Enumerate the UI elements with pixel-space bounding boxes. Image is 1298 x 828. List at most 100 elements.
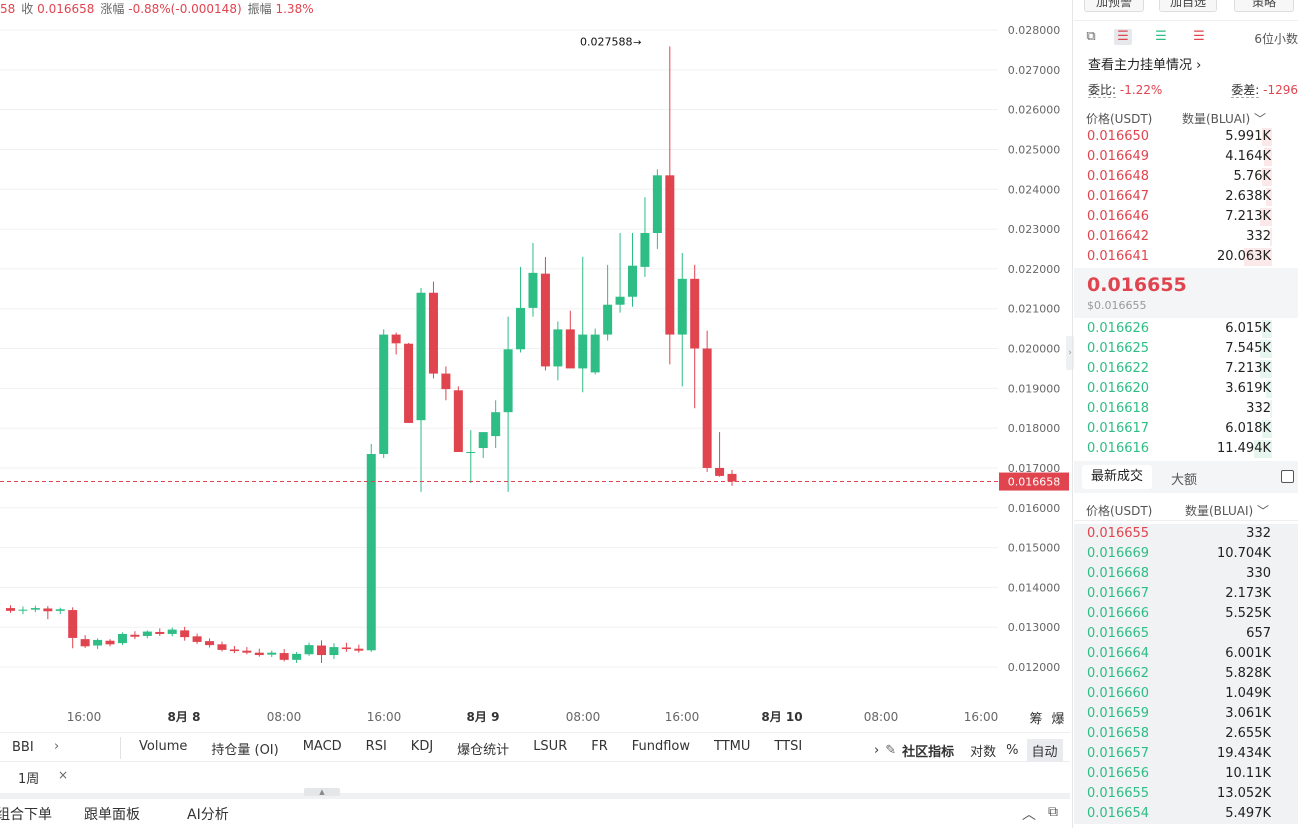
orderbook-row[interactable]: 0.016656 10.11K xyxy=(1074,764,1298,784)
decimal-selector[interactable]: 6位小数 xyxy=(1254,32,1298,46)
candle[interactable] xyxy=(528,242,538,317)
collapse-panel-handle[interactable]: › xyxy=(1066,336,1074,370)
auto-scale-toggle[interactable]: 自动 xyxy=(1026,739,1063,762)
indicator-item[interactable]: 爆仓统计 xyxy=(457,743,510,758)
orderbook-row[interactable]: 0.016625 7.545K xyxy=(1074,339,1298,359)
trades-quantity-header[interactable]: 数量(BLUAI) ﹀ xyxy=(1185,504,1270,518)
candle[interactable] xyxy=(93,638,103,650)
orderbook-row[interactable]: 0.016664 6.001K xyxy=(1074,644,1298,664)
candle[interactable] xyxy=(80,635,90,648)
chips-toggle-label[interactable]: 筹 xyxy=(1029,711,1042,727)
orderbook-row[interactable]: 0.016616 11.494K xyxy=(1074,439,1298,459)
orderbook-row[interactable]: 0.016662 5.828K xyxy=(1074,664,1298,684)
orderbook-asks-icon[interactable]: ☰ xyxy=(1193,29,1205,44)
tab-large-trades[interactable]: 大额 xyxy=(1171,473,1198,488)
candle[interactable] xyxy=(6,605,15,613)
candle[interactable] xyxy=(304,642,314,656)
candle[interactable] xyxy=(130,631,140,640)
candle[interactable] xyxy=(43,606,53,620)
indicator-item[interactable]: Volume xyxy=(139,739,188,754)
orderbook-row[interactable]: 0.016620 3.619K xyxy=(1074,379,1298,399)
indicator-item[interactable]: RSI xyxy=(365,739,387,754)
bbi-expand-icon[interactable]: › xyxy=(54,739,60,754)
candle[interactable] xyxy=(628,233,637,307)
candlestick-chart[interactable]: 0.028000 0.027000 0.026000 0.025000 0.024000… xyxy=(0,0,1070,732)
candle[interactable] xyxy=(715,432,725,477)
orderbook-row[interactable]: 0.016654 5.497K xyxy=(1074,804,1298,824)
candle[interactable] xyxy=(317,640,326,664)
candle[interactable] xyxy=(441,366,451,401)
candle[interactable] xyxy=(578,256,588,393)
candle[interactable] xyxy=(615,233,625,313)
orderbook-row[interactable]: 0.016659 3.061K xyxy=(1074,704,1298,724)
collapse-up-icon[interactable]: ︿ xyxy=(1022,807,1036,823)
tab-ai-analysis[interactable]: AI分析 xyxy=(187,807,229,823)
candle[interactable] xyxy=(553,321,563,381)
orderbook-row[interactable]: 0.016667 2.173K xyxy=(1074,584,1298,604)
candle[interactable] xyxy=(677,252,687,387)
orderbook-row[interactable]: 0.016666 5.525K xyxy=(1074,604,1298,624)
candle[interactable] xyxy=(55,607,65,615)
indicator-bbi[interactable]: BBI xyxy=(12,740,34,755)
orderbook-both-icon[interactable]: ☰ xyxy=(1114,29,1132,45)
indicator-item[interactable]: KDJ xyxy=(410,739,434,754)
indicator-item[interactable]: TTMU xyxy=(714,739,751,754)
tab-latest-trades[interactable]: 最新成交 xyxy=(1082,465,1153,489)
candle[interactable] xyxy=(466,430,476,484)
candle[interactable] xyxy=(192,633,202,644)
add-alert-button[interactable]: 加预警 xyxy=(1084,0,1144,12)
orderbook-row[interactable]: 0.016622 7.213K xyxy=(1074,359,1298,379)
candle[interactable] xyxy=(540,256,550,371)
more-indicators-icon[interactable]: › xyxy=(874,743,880,758)
indicator-item[interactable]: Fundflow xyxy=(631,739,691,754)
expand-window-icon[interactable]: ⧉ xyxy=(1048,804,1058,820)
candle[interactable] xyxy=(690,264,700,409)
candle[interactable] xyxy=(229,645,239,654)
liquidation-toggle-label[interactable]: 爆 xyxy=(1051,712,1064,727)
candle[interactable] xyxy=(590,328,600,375)
orderbook-row[interactable]: 0.016647 2.638K xyxy=(1074,187,1298,207)
orderbook-row[interactable]: 0.016660 1.049K xyxy=(1074,684,1298,704)
candle[interactable] xyxy=(727,469,737,486)
candle[interactable] xyxy=(205,638,215,648)
candle[interactable] xyxy=(391,332,401,355)
candle[interactable] xyxy=(702,330,712,472)
candle[interactable] xyxy=(516,266,526,353)
candle[interactable] xyxy=(117,632,127,646)
candle[interactable] xyxy=(292,651,302,664)
orderbook-row[interactable]: 0.016657 19.434K xyxy=(1074,744,1298,764)
candle[interactable] xyxy=(404,342,414,423)
indicator-item[interactable]: TTSI xyxy=(774,739,803,754)
candle[interactable] xyxy=(478,432,488,458)
candle[interactable] xyxy=(180,626,190,641)
candle[interactable] xyxy=(105,639,115,647)
orderbook-row[interactable]: 0.016617 6.018K xyxy=(1074,419,1298,439)
candle[interactable] xyxy=(354,644,364,653)
orderbook-bids-icon[interactable]: ☰ xyxy=(1155,29,1167,44)
candle[interactable] xyxy=(279,649,289,662)
indicator-item[interactable]: LSUR xyxy=(533,739,568,754)
candle[interactable] xyxy=(142,630,152,639)
orderbook-row[interactable]: 0.016668 330 xyxy=(1074,564,1298,584)
tab-copy-panel[interactable]: 跟单面板 xyxy=(84,807,140,823)
candle[interactable] xyxy=(565,310,575,369)
orderbook-row[interactable]: 0.016650 5.991K xyxy=(1074,127,1298,147)
candle[interactable] xyxy=(254,648,264,657)
candle[interactable] xyxy=(379,329,389,458)
candle[interactable] xyxy=(267,650,277,658)
candle[interactable] xyxy=(329,643,339,660)
orderbook-row[interactable]: 0.016655 13.052K xyxy=(1074,784,1298,804)
edit-indicators-icon[interactable]: ✎ xyxy=(885,743,897,758)
orderbook-row[interactable]: 0.016649 4.164K xyxy=(1074,147,1298,167)
candle[interactable] xyxy=(428,281,438,379)
orderbook-row[interactable]: 0.016669 10.704K xyxy=(1074,544,1298,564)
candle[interactable] xyxy=(603,264,613,341)
candle[interactable] xyxy=(341,642,351,652)
period-close-icon[interactable]: × xyxy=(58,768,69,782)
candle[interactable] xyxy=(68,607,78,649)
main-orders-link[interactable]: 查看主力挂单情况 › xyxy=(1088,58,1202,73)
candle[interactable] xyxy=(30,605,40,613)
orderbook-row[interactable]: 0.016665 657 xyxy=(1074,624,1298,644)
candle[interactable] xyxy=(18,606,28,615)
candle[interactable] xyxy=(155,628,165,636)
